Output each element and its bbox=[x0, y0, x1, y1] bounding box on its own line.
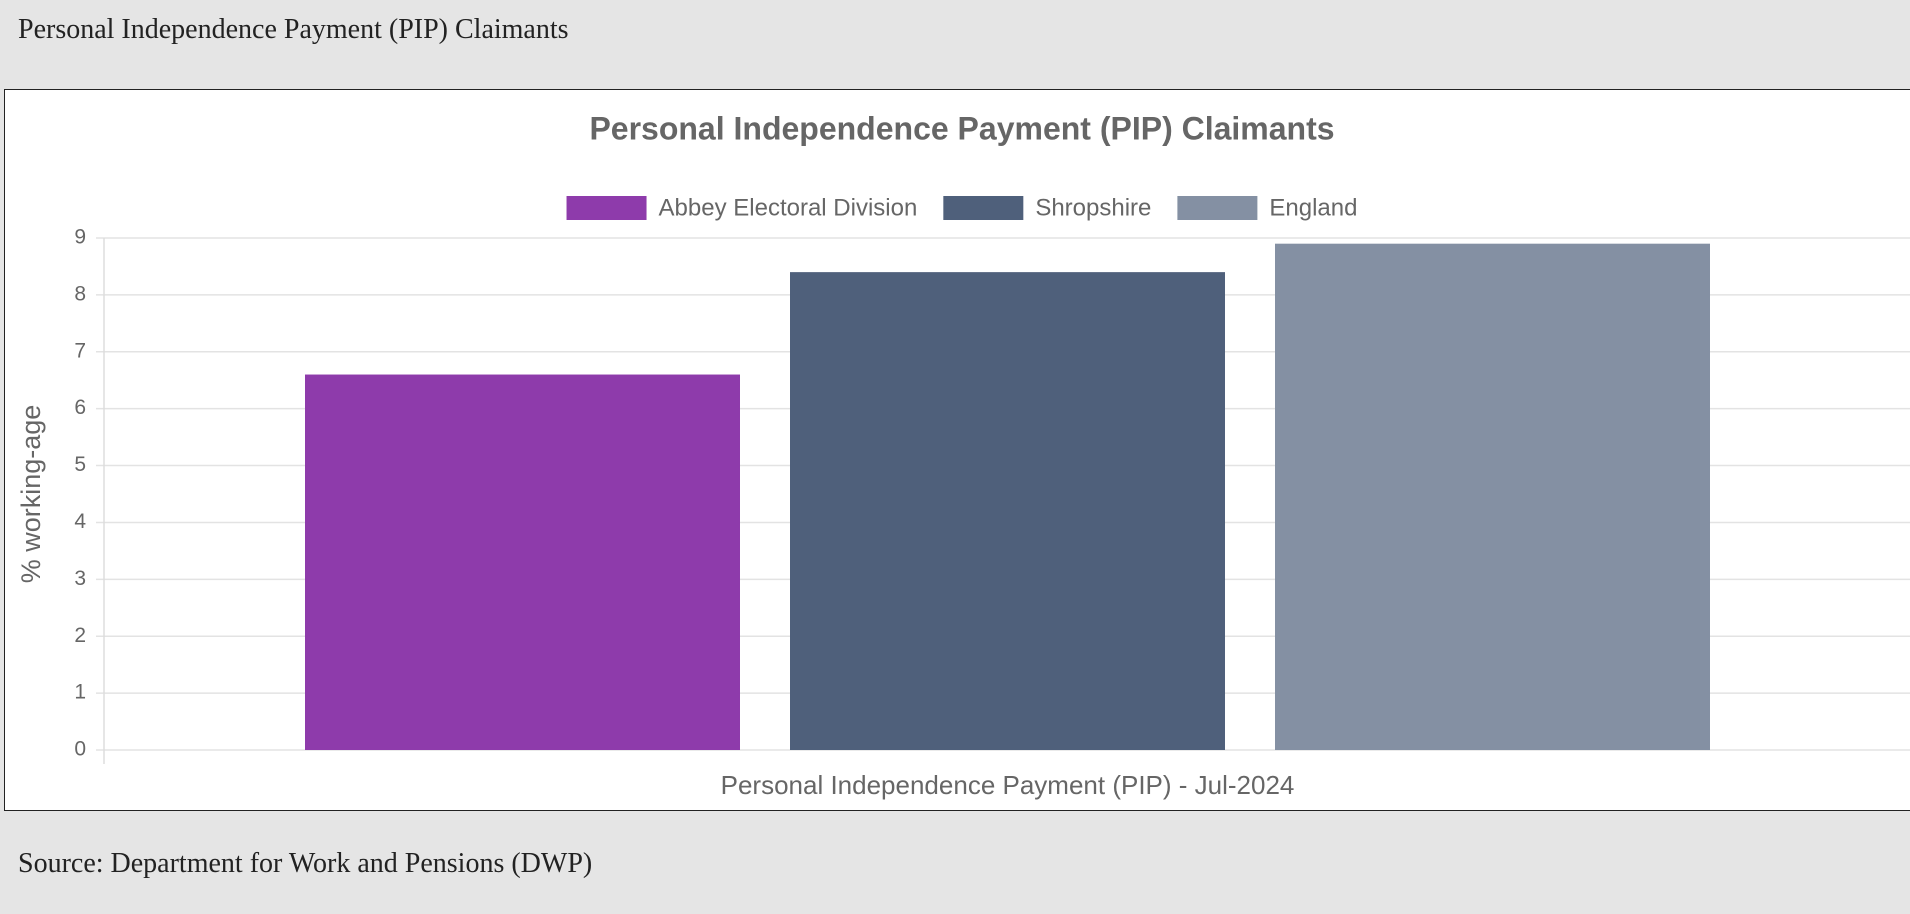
legend-swatch bbox=[1177, 196, 1258, 220]
x-tick-label: Personal Independence Payment (PIP) - Ju… bbox=[721, 770, 1295, 800]
chart-title: Personal Independence Payment (PIP) Clai… bbox=[589, 110, 1334, 146]
legend-swatch bbox=[943, 196, 1024, 220]
legend-label: Shropshire bbox=[1035, 194, 1151, 221]
y-tick-label: 2 bbox=[74, 624, 86, 647]
y-tick-label: 0 bbox=[74, 738, 86, 761]
footer: Source: Department for Work and Pensions… bbox=[0, 812, 1910, 914]
bar bbox=[790, 272, 1225, 750]
legend-swatch bbox=[566, 196, 647, 220]
y-tick-label: 1 bbox=[74, 681, 86, 704]
header: Personal Independence Payment (PIP) Clai… bbox=[0, 0, 1910, 89]
legend-label: Abbey Electoral Division bbox=[659, 194, 918, 221]
y-axis-label: % working-age bbox=[16, 405, 46, 584]
bar bbox=[1275, 243, 1710, 750]
y-tick-label: 8 bbox=[74, 282, 86, 305]
source: Source: Department for Work and Pensions… bbox=[18, 848, 593, 879]
y-tick-label: 3 bbox=[74, 567, 86, 590]
chart: Personal Independence Payment (PIP) Clai… bbox=[16, 110, 1910, 800]
y-tick-label: 9 bbox=[74, 226, 86, 249]
legend-label: England bbox=[1269, 194, 1357, 221]
y-tick-label: 7 bbox=[74, 339, 86, 362]
chart-container: Personal Independence Payment (PIP) Clai… bbox=[4, 89, 1910, 811]
y-tick-label: 4 bbox=[74, 510, 86, 533]
header-title: Personal Independence Payment (PIP) Clai… bbox=[18, 14, 569, 45]
y-tick-label: 6 bbox=[74, 396, 86, 419]
bar bbox=[305, 374, 740, 750]
y-tick-label: 5 bbox=[74, 453, 86, 476]
